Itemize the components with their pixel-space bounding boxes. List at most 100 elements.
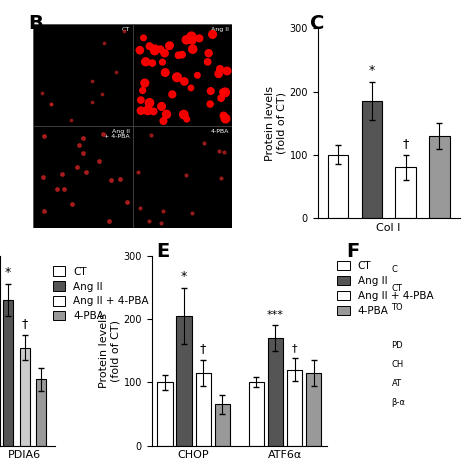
Point [139,87,146,94]
Point [187,84,195,91]
Point [150,108,157,115]
Bar [157,383,173,446]
Text: 4-PBA: 4-PBA [211,128,229,134]
Bar [287,370,302,446]
Text: †: † [200,342,207,355]
Point [136,46,144,54]
Point [48,100,55,108]
Text: C: C [310,14,325,33]
Point [217,174,225,182]
Point [181,78,188,85]
Bar [33,126,133,228]
Bar [306,373,321,446]
Point [68,116,75,123]
Point [75,141,82,149]
Point [144,107,152,114]
Bar [215,404,230,446]
Point [223,67,231,75]
Point [159,58,166,66]
Text: β-α: β-α [392,398,405,407]
Point [158,103,165,110]
Bar [196,373,211,446]
Point [40,132,48,140]
Point [123,198,130,206]
Text: Ang II: Ang II [211,27,229,32]
Point [182,171,190,178]
Point [204,58,211,66]
Point [218,94,225,102]
Text: CH: CH [392,360,404,369]
Point [182,36,190,44]
Point [146,99,153,107]
Text: †: † [292,343,297,353]
Bar [33,24,133,126]
Point [221,89,229,96]
Point [88,98,96,105]
Point [163,110,170,118]
Point [180,111,188,118]
Point [189,46,197,53]
Bar [362,101,382,218]
Point [193,72,201,79]
Point [178,51,186,58]
Point [107,176,115,183]
Text: †: † [22,317,28,330]
Point [79,149,87,157]
Text: *: * [181,270,187,283]
Point [183,115,191,123]
Point [161,49,168,57]
Bar [429,136,450,218]
Point [151,47,158,55]
Point [162,69,169,76]
Text: E: E [156,242,170,261]
Bar [249,383,264,446]
Point [151,46,159,53]
Point [39,89,46,97]
Point [120,27,128,35]
Bar [395,167,416,218]
Point [40,207,47,215]
Point [60,185,67,192]
Point [205,49,212,57]
Bar [176,316,192,446]
Point [159,207,166,215]
Point [160,117,167,125]
Point [196,35,203,42]
Point [53,185,61,193]
Legend: CT, Ang II, Ang II + 4-PBA, 4-PBA: CT, Ang II, Ang II + 4-PBA, 4-PBA [53,266,149,321]
Point [105,217,112,225]
Point [209,31,217,38]
Bar [328,155,348,218]
Y-axis label: Protein levels
(fold of CT): Protein levels (fold of CT) [265,86,287,161]
Point [156,46,164,53]
Bar [36,379,46,446]
Point [146,42,154,50]
Point [140,34,147,42]
Point [98,91,106,98]
Text: CT: CT [392,284,402,293]
Point [39,173,47,181]
Point [117,175,124,182]
Point [189,37,196,45]
Point [168,91,176,98]
Point [136,205,144,212]
Point [188,33,195,40]
Point [100,40,108,47]
Point [113,69,120,76]
Point [219,88,227,96]
Point [206,100,214,108]
Point [142,58,149,65]
Point [165,42,173,50]
Text: F: F [346,242,359,261]
Text: AT: AT [392,379,401,388]
Point [201,140,208,147]
Point [188,209,196,216]
Text: C: C [392,265,397,274]
Point [147,131,155,139]
Point [73,164,81,171]
Point [137,96,145,104]
Bar [20,347,30,446]
Point [220,112,228,119]
Point [173,73,181,81]
Text: B: B [28,14,43,33]
